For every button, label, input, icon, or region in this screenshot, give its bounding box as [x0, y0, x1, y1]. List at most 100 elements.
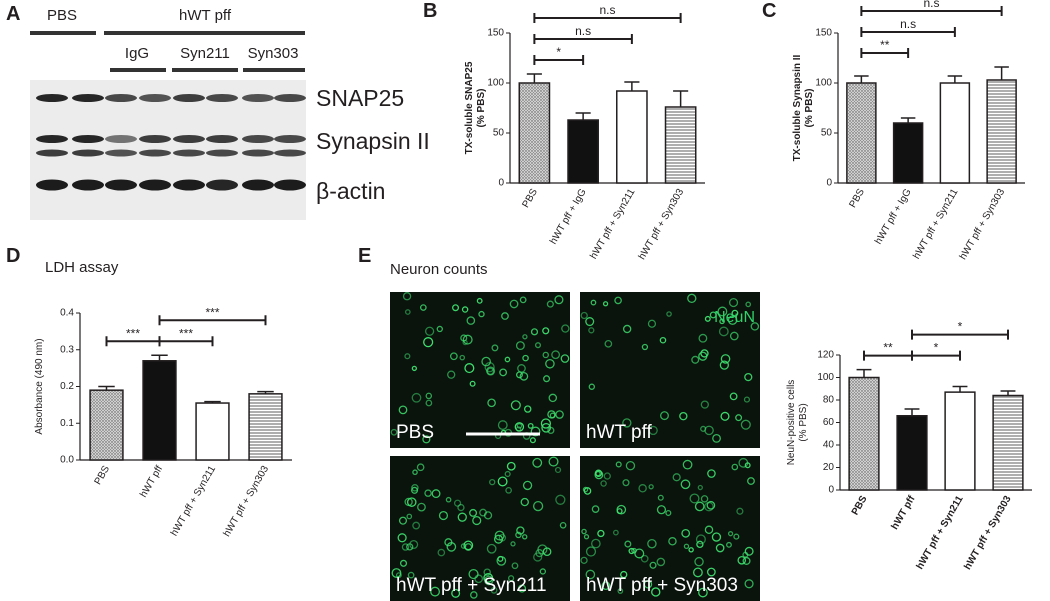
y-tick-label: 50: [493, 128, 505, 139]
y-axis-label: (% PBS): [476, 89, 487, 128]
group-label: hWT pff: [179, 7, 232, 24]
sig-label: n.s: [599, 3, 615, 17]
sig-label: ***: [126, 326, 140, 340]
bar: [195, 402, 230, 461]
y-tick-label: 40: [823, 440, 835, 451]
sig-label: n.s: [923, 0, 939, 10]
y-tick-label: 0: [828, 485, 834, 496]
panel-letter: E: [358, 245, 371, 267]
bar: [848, 376, 880, 491]
bar: [616, 90, 648, 184]
y-tick-label: 120: [817, 350, 834, 361]
group-bar: [110, 68, 166, 72]
panel-letter: C: [762, 0, 776, 22]
y-tick-label: 0.0: [60, 455, 74, 466]
image-label: hWT pff + Syn211: [396, 575, 547, 596]
y-axis-label: (% PBS): [798, 403, 809, 441]
y-axis-label: Absorbance (490 nm): [34, 338, 45, 434]
y-tick-label: 80: [823, 395, 835, 406]
y-tick-label: 20: [823, 462, 835, 473]
x-tick-label: hWT pff: [889, 493, 917, 531]
panel-letter: D: [6, 245, 20, 267]
sig-label: *: [556, 45, 561, 59]
bar: [944, 391, 976, 491]
chart-title: LDH assay: [45, 259, 119, 276]
bar: [846, 82, 877, 184]
x-tick-label: hWT pff + IgG: [548, 187, 589, 247]
image-label: PBS: [396, 422, 434, 443]
stain-label: NeuN: [714, 309, 755, 326]
sig-label: *: [958, 320, 963, 334]
y-tick-label: 60: [823, 417, 835, 428]
subgroup-label: IgG: [125, 45, 149, 62]
bar: [518, 82, 551, 184]
subgroup-label: Syn211: [180, 45, 230, 62]
sig-label: ***: [179, 326, 193, 340]
y-tick-label: 100: [817, 372, 834, 383]
y-tick-label: 0.2: [60, 381, 74, 392]
bar: [89, 389, 124, 461]
x-tick-label: hWT pff + Syn303: [222, 464, 272, 539]
bar: [896, 415, 928, 491]
group-bar: [172, 68, 238, 72]
y-axis-label: NeuN-positive cells: [786, 380, 797, 466]
group-bar: [243, 68, 305, 72]
blot-image: [30, 80, 306, 220]
sig-label: ***: [205, 305, 219, 319]
y-tick-label: 0.4: [60, 308, 74, 319]
y-tick-label: 0.3: [60, 344, 74, 355]
x-tick-label: hWT pff + Syn211: [588, 187, 637, 261]
x-tick-label: PBS: [520, 187, 540, 210]
x-tick-label: hWT pff + Syn303: [962, 494, 1014, 572]
band-label: Synapsin II: [316, 128, 430, 154]
x-tick-label: hWT pff + Syn211: [915, 494, 966, 572]
panel-letter: A: [6, 3, 20, 25]
sig-label: n.s: [900, 17, 916, 31]
group-bar: [30, 31, 96, 35]
sig-label: **: [880, 38, 890, 52]
panel-title: Neuron counts: [390, 261, 488, 278]
bar: [986, 79, 1017, 184]
x-tick-label: hWT pff + Syn303: [637, 187, 687, 262]
band-label: β-actin: [316, 178, 385, 204]
subgroup-label: Syn303: [248, 45, 299, 62]
sig-label: n.s: [575, 24, 591, 38]
bar: [892, 122, 924, 184]
band-label: SNAP25: [316, 85, 404, 111]
x-tick-label: hWT pff + Syn211: [169, 464, 218, 538]
bar: [939, 82, 971, 184]
x-tick-label: hWT pff: [138, 464, 165, 500]
x-tick-label: hWT pff + IgG: [873, 187, 914, 247]
y-tick-label: 100: [487, 78, 504, 89]
y-axis-label: TX-soluble Synapsin II: [792, 54, 803, 161]
y-axis-label: TX-soluble SNAP25: [464, 61, 475, 154]
y-axis-label: (% PBS): [804, 89, 815, 128]
micrographs: [390, 292, 760, 601]
x-tick-label: hWT pff + Syn211: [911, 187, 960, 261]
y-tick-label: 0: [498, 178, 504, 189]
y-tick-label: 100: [815, 78, 832, 89]
sig-label: **: [883, 341, 893, 355]
group-bar: [104, 31, 305, 35]
panel-letter: B: [423, 0, 437, 22]
x-tick-label: PBS: [847, 187, 867, 210]
y-tick-label: 0.1: [60, 418, 74, 429]
bar: [567, 119, 599, 184]
bar: [664, 106, 697, 184]
bar: [248, 393, 283, 461]
bar: [992, 394, 1024, 491]
y-tick-label: 50: [821, 128, 833, 139]
x-tick-label: hWT pff + Syn303: [958, 187, 1008, 262]
y-tick-label: 150: [815, 28, 832, 39]
image-label: hWT pff: [586, 422, 653, 443]
bar: [142, 360, 177, 461]
y-tick-label: 0: [826, 178, 832, 189]
image-label: hWT pff + Syn303: [586, 575, 738, 596]
x-tick-label: PBS: [850, 494, 870, 518]
y-tick-label: 150: [487, 28, 504, 39]
x-tick-label: PBS: [93, 464, 113, 487]
group-label: PBS: [47, 7, 77, 24]
sig-label: *: [934, 341, 939, 355]
